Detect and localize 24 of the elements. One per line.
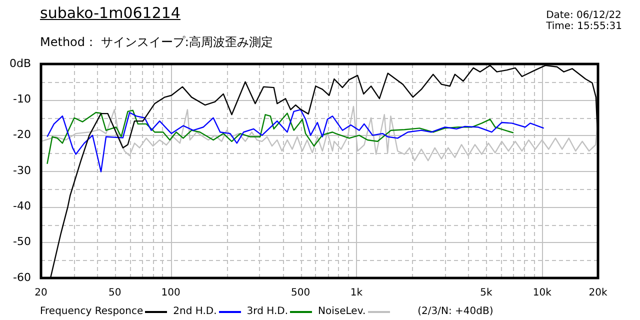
y-tick-label: -40 <box>13 200 31 213</box>
chart-title: subako-1m061214 <box>40 4 180 22</box>
y-tick-label: 0dB <box>9 56 31 70</box>
x-tick-label: 1k <box>350 288 363 299</box>
legend-label: 2nd H.D. <box>173 306 217 318</box>
chart-subtitle: Method： サインスイープ:高周波歪み測定 <box>40 34 273 51</box>
x-tick-label: 10k <box>532 288 552 299</box>
y-tick-label: -20 <box>13 128 31 142</box>
x-tick-label: 500 <box>291 288 310 299</box>
legend-label: Frequency Responce <box>40 306 144 318</box>
x-tick-label: 20 <box>34 288 48 299</box>
x-tick-label: 100 <box>161 288 180 299</box>
text: Time: 15:55:31 <box>546 21 622 32</box>
legend-label: 3rd H.D. <box>246 306 288 318</box>
legend-label: NoiseLev. <box>318 306 366 318</box>
x-tick-label: 20k <box>588 288 608 299</box>
y-tick-label: -60 <box>13 270 31 284</box>
y-tick-label: -50 <box>13 235 31 248</box>
text: Date: 06/12/22 <box>546 10 622 21</box>
y-tick-label: -30 <box>13 164 31 177</box>
x-tick-label: 50 <box>108 288 122 299</box>
y-tick-label: -10 <box>13 92 31 106</box>
x-tick-label: 5k <box>480 288 492 299</box>
text: (2/3/N: +40dB) <box>418 306 494 318</box>
